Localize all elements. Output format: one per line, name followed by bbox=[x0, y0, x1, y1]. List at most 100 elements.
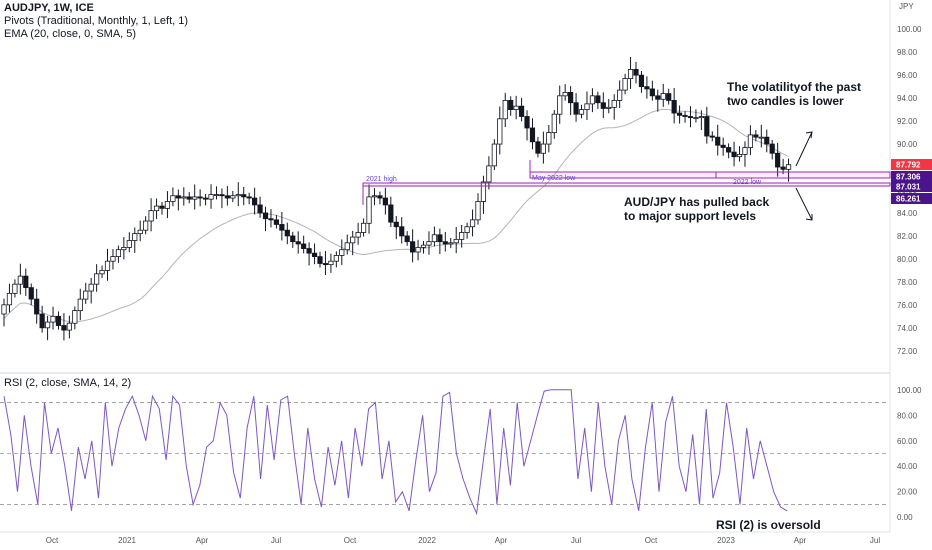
candle-body bbox=[382, 197, 388, 206]
candle-body bbox=[197, 196, 203, 199]
candle-body bbox=[475, 201, 481, 221]
candle-body bbox=[644, 86, 650, 90]
candle-body bbox=[513, 105, 519, 111]
candle-body bbox=[551, 113, 557, 133]
candle-body bbox=[502, 100, 508, 120]
candle-body bbox=[366, 196, 372, 224]
time-tick-label: Oct bbox=[344, 536, 357, 545]
candle-body bbox=[638, 74, 645, 88]
level-may-2022-box bbox=[529, 171, 891, 179]
candle-body bbox=[693, 117, 699, 120]
candle-body bbox=[273, 219, 280, 225]
candle-body bbox=[595, 95, 601, 104]
candle-body bbox=[159, 205, 165, 209]
candle-body bbox=[388, 204, 394, 223]
candle-body bbox=[410, 241, 416, 253]
rsi-axis: 100.00 80.00 60.00 40.00 20.00 0.00 bbox=[897, 386, 922, 522]
time-tick-label: Oct bbox=[46, 536, 59, 545]
candle-body bbox=[622, 78, 628, 91]
candle-body bbox=[50, 315, 56, 323]
price-tick-label: 78.00 bbox=[897, 278, 918, 287]
candle-body bbox=[181, 196, 187, 199]
candle-body bbox=[6, 292, 13, 306]
time-tick-label: Jul bbox=[870, 536, 880, 545]
candle-body bbox=[780, 166, 786, 170]
candle-body bbox=[61, 325, 67, 331]
candle-body bbox=[17, 275, 23, 285]
candle-body bbox=[497, 118, 503, 145]
rsi-tick-label: 100.00 bbox=[897, 386, 922, 395]
candle-body bbox=[393, 221, 399, 228]
rsi-tick-label: 0.00 bbox=[897, 513, 913, 522]
candle-body bbox=[649, 88, 655, 97]
candle-body bbox=[617, 89, 623, 101]
candle-body bbox=[355, 232, 361, 238]
candle-body bbox=[224, 195, 230, 199]
price-tick-label: 84.00 bbox=[897, 209, 918, 218]
candle-body bbox=[742, 147, 748, 155]
candle-body bbox=[301, 243, 307, 249]
candle-body bbox=[257, 204, 263, 214]
candle-body bbox=[94, 273, 100, 285]
candle-body bbox=[39, 313, 45, 329]
candle-body bbox=[464, 226, 470, 233]
candle-body bbox=[480, 181, 487, 202]
candle-body bbox=[371, 195, 378, 198]
candle-body bbox=[578, 109, 585, 115]
candle-body bbox=[99, 269, 105, 275]
time-tick-label: Oct bbox=[645, 536, 658, 545]
time-tick-label: Jul bbox=[571, 536, 581, 545]
candle-body bbox=[72, 310, 78, 324]
price-tick-label: 96.00 bbox=[897, 71, 918, 80]
candle-body bbox=[448, 242, 454, 245]
candle-body bbox=[235, 194, 241, 197]
candle-body bbox=[246, 196, 252, 199]
legend-symbol[interactable]: AUDJPY, 1W, ICE bbox=[4, 2, 94, 14]
candle-body bbox=[262, 212, 269, 220]
rsi-tick-label: 80.00 bbox=[897, 411, 918, 420]
legend-ema[interactable]: EMA (20, close, 0, SMA, 5) bbox=[4, 28, 137, 40]
time-tick-label: Apr bbox=[196, 536, 209, 545]
legend-pivots[interactable]: Pivots (Traditional, Monthly, 1, Left, 1… bbox=[4, 15, 189, 27]
price-badge-value: 87.306 bbox=[896, 173, 921, 182]
candle-body bbox=[491, 143, 497, 167]
rsi-legend[interactable]: RSI (2, close, SMA, 14, 2) bbox=[4, 377, 132, 389]
time-tick-label: Apr bbox=[495, 536, 508, 545]
candle-body bbox=[241, 194, 247, 198]
candle-body bbox=[469, 219, 476, 228]
arrow-up-line bbox=[795, 131, 813, 167]
candle-body bbox=[252, 197, 258, 206]
candle-body bbox=[153, 205, 160, 212]
arrow-down-head bbox=[805, 214, 813, 221]
candle-body bbox=[115, 249, 122, 258]
candle-body bbox=[698, 116, 704, 119]
candle-body bbox=[110, 256, 116, 262]
candle-body bbox=[360, 222, 367, 233]
candle-body bbox=[55, 315, 62, 326]
candle-body bbox=[540, 143, 546, 154]
projection-arrows bbox=[795, 131, 813, 221]
price-badge bbox=[891, 171, 932, 182]
candle-body bbox=[486, 165, 492, 183]
candle-body bbox=[535, 141, 541, 154]
support-note: AUD/JPY has pulled back to major support… bbox=[624, 195, 770, 223]
price-badge bbox=[891, 193, 932, 204]
candle-body bbox=[518, 105, 525, 117]
candle-body bbox=[104, 260, 111, 271]
candle-body bbox=[164, 201, 171, 209]
arrow-down-line bbox=[795, 187, 813, 221]
candle-body bbox=[600, 102, 606, 109]
price-tick-label: 92.00 bbox=[897, 117, 918, 126]
candle-body bbox=[322, 263, 329, 266]
axis-unit: JPY bbox=[899, 2, 914, 11]
candle-body bbox=[442, 241, 448, 245]
price-badge bbox=[891, 159, 932, 170]
candle-body bbox=[431, 234, 438, 243]
candle-body bbox=[333, 255, 339, 262]
rsi-tick-label: 60.00 bbox=[897, 437, 918, 446]
candle-body bbox=[459, 232, 465, 240]
level-may-2022-label: May 2022 low bbox=[532, 175, 576, 182]
candle-body bbox=[208, 194, 214, 200]
candle-body bbox=[671, 100, 677, 114]
